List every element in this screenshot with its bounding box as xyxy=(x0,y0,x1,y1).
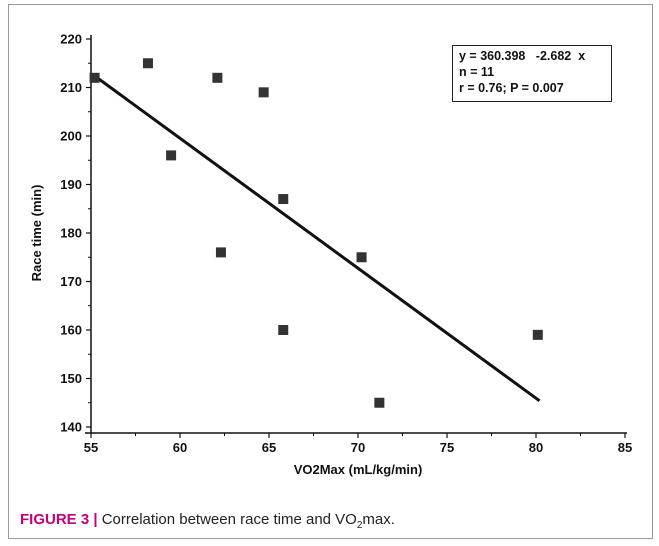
data-point xyxy=(166,150,177,161)
y-tick-label: 210 xyxy=(60,80,82,95)
data-point xyxy=(89,72,100,83)
x-tick-label: 60 xyxy=(173,440,187,455)
y-axis-title: Race time (min) xyxy=(29,185,44,282)
x-tick-label: 75 xyxy=(440,440,454,455)
correlation-stats: r = 0.76; P = 0.007 xyxy=(459,81,564,95)
figure-caption: FIGURE 3 | Correlation between race time… xyxy=(20,511,395,531)
data-point xyxy=(532,329,543,340)
sample-size: n = 11 xyxy=(459,65,495,79)
data-point xyxy=(374,397,385,408)
y-tick-label: 160 xyxy=(60,323,82,338)
caption-subscript: 2 xyxy=(356,520,363,531)
regression-equation: y = 360.398 -2.682 x xyxy=(459,49,586,63)
regression-stats-box: y = 360.398 -2.682 x n = 11 r = 0.76; P … xyxy=(452,45,612,102)
data-point xyxy=(356,252,367,263)
x-tick-label: 55 xyxy=(84,440,98,455)
x-tick-label: 70 xyxy=(351,440,365,455)
y-tick-label: 220 xyxy=(60,32,82,47)
plot-area: 140 150 160 170 180 190 200 210 220 55 60 65 70 75 80 8… xyxy=(29,32,632,478)
data-point xyxy=(258,87,269,98)
y-tick-label: 180 xyxy=(60,226,82,241)
regression-line xyxy=(93,74,541,403)
y-tick-label: 140 xyxy=(60,420,82,435)
figure-frame: 140 150 160 170 180 190 200 210 220 55 60 65 70 75 80 8… xyxy=(8,4,653,539)
y-tick-label: 150 xyxy=(60,371,82,386)
data-point xyxy=(142,58,153,69)
caption-text-end: max. xyxy=(362,511,395,528)
y-tick-label: 190 xyxy=(60,177,82,192)
data-point xyxy=(212,72,223,83)
x-tick-label: 85 xyxy=(618,440,632,455)
y-tick-label: 200 xyxy=(60,129,82,144)
x-tick-label: 65 xyxy=(262,440,276,455)
scatter-chart: 140 150 160 170 180 190 200 210 220 55 60 65 70 75 80 8… xyxy=(29,32,632,478)
y-tick-label: 170 xyxy=(60,274,82,289)
data-point xyxy=(278,194,289,205)
x-tick-label: 80 xyxy=(529,440,543,455)
data-point xyxy=(278,325,289,335)
caption-text: Correlation between race time and VO xyxy=(97,511,357,528)
x-axis-title: VO2Max (mL/kg/min) xyxy=(294,462,423,477)
figure-label: FIGURE 3 | xyxy=(20,511,98,528)
data-point xyxy=(215,247,226,258)
